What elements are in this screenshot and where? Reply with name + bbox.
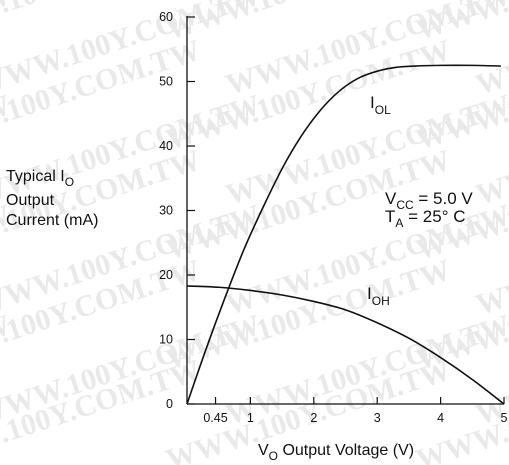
y-tick-label: 30: [159, 204, 173, 218]
y-tick-label: 10: [159, 333, 173, 347]
y-axis-label-line-3: Current (mA): [6, 212, 98, 229]
series-label-ioh: IOH: [367, 284, 390, 308]
series-line-ioh: [186, 285, 505, 405]
x-tick-label: 5: [501, 411, 508, 425]
y-tick-label: 40: [159, 139, 173, 153]
x-ticks: 0.45 1 2 3 4 5: [203, 397, 508, 425]
annotation-vcc: VCC = 5.0 V: [385, 189, 473, 212]
series-layer: [186, 64, 505, 405]
y-tick-label: 20: [159, 268, 173, 282]
annotation-ta: TA = 25° C: [385, 207, 466, 230]
x-tick-label: 4: [437, 411, 444, 425]
y-tick-label: 50: [159, 75, 173, 89]
x-tick-label: 0.45: [203, 411, 227, 425]
y-axis-label-line-2: Output: [6, 192, 55, 209]
y-axis-label-line-1: Typical IO: [6, 168, 74, 189]
y-tick-label: 60: [159, 10, 173, 24]
y-ticks: 0 10 20 30 40 50 60: [159, 10, 195, 411]
x-tick-label: 3: [374, 411, 381, 425]
y-tick-label: 0: [166, 397, 173, 411]
series-label-iol: IOL: [370, 93, 391, 117]
x-axis-label: VO Output Voltage (V): [258, 442, 414, 463]
x-tick-label: 1: [247, 411, 254, 425]
x-tick-label: 2: [310, 411, 317, 425]
series-line-iol: [186, 64, 501, 405]
